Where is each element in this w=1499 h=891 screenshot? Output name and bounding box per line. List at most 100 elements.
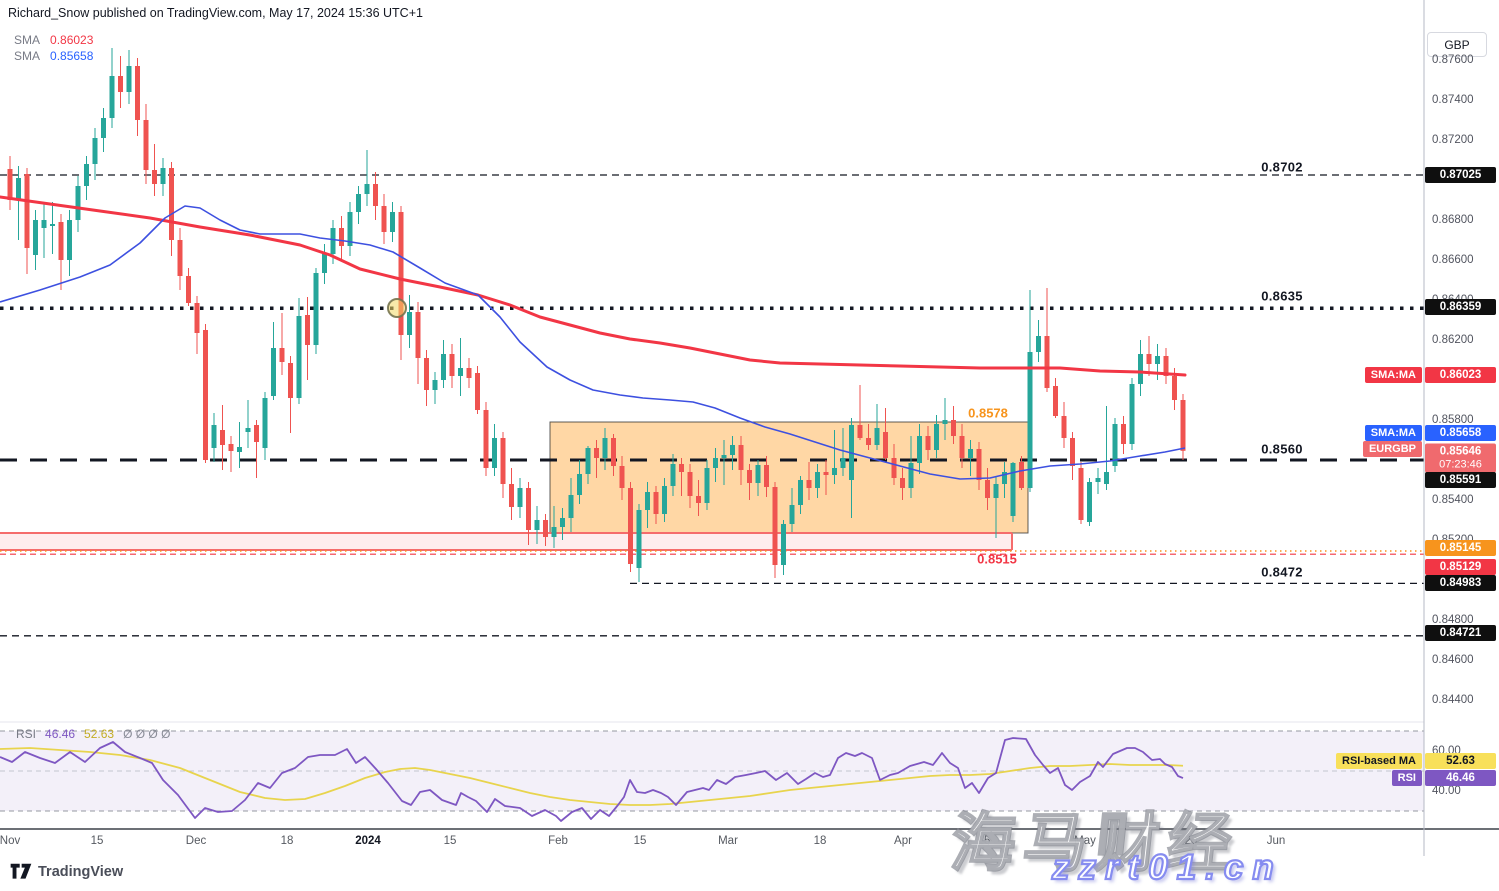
candle-body [1010, 463, 1016, 516]
candle-body [126, 66, 132, 92]
candle-body [347, 212, 353, 246]
candle-body [1155, 356, 1160, 364]
candle-body [1036, 336, 1041, 352]
candle-body [840, 458, 846, 468]
candle-body [1002, 472, 1007, 484]
candle-body [662, 486, 667, 514]
candle-body [483, 410, 489, 468]
candle-body [288, 363, 293, 398]
candle-body [806, 480, 812, 488]
currency-toggle-button[interactable]: GBP [1427, 32, 1487, 57]
candle-body [500, 438, 506, 484]
candle-body [951, 420, 956, 436]
sma-fast-line [0, 205, 1186, 480]
candle-body [1146, 354, 1152, 364]
candle-body [169, 168, 174, 240]
candle-body [900, 478, 905, 488]
candle-body [279, 348, 285, 362]
candle-body [160, 168, 166, 184]
candle-body [832, 468, 837, 475]
candle-body [262, 398, 268, 448]
candle-body [84, 164, 89, 186]
candle-body [1138, 354, 1143, 384]
candle-body [976, 449, 982, 480]
candle-body [381, 206, 387, 232]
candle-body [1104, 472, 1109, 484]
candle-body [755, 465, 761, 483]
candle-body [908, 463, 914, 488]
candle-body [679, 464, 684, 472]
candle-body [16, 178, 21, 200]
candle-body [339, 228, 344, 246]
candle-body [815, 472, 820, 488]
candle-body [577, 474, 582, 495]
candle-body [364, 184, 370, 194]
candle-body [228, 444, 234, 451]
candle-body [305, 315, 310, 345]
candle-body [1019, 462, 1024, 488]
candle-body [934, 424, 939, 450]
rsi-ma-line [0, 747, 1184, 806]
candle-body [713, 458, 718, 468]
tradingview-brand: TradingView [38, 863, 124, 880]
candle-body [24, 174, 30, 248]
candle-body [721, 455, 727, 458]
candle-body [1180, 400, 1186, 451]
candle-body [1061, 416, 1067, 438]
candle-body [645, 492, 650, 510]
candle-body [398, 212, 404, 335]
tradingview-logo-link[interactable]: TradingView [10, 863, 123, 880]
candle-body [75, 186, 81, 220]
candle-body [92, 138, 98, 164]
candle-body [245, 428, 251, 432]
candle-body [866, 438, 871, 445]
candle-body [373, 184, 378, 206]
candle-body [747, 470, 752, 483]
candle-body [33, 220, 38, 255]
candle-body [1172, 376, 1177, 400]
candle-body [1027, 352, 1033, 488]
candle-body [211, 425, 217, 448]
candle-body [237, 447, 242, 452]
candle-body [985, 480, 990, 498]
candle-body [509, 484, 514, 507]
candle-body [50, 224, 55, 226]
candle-body [1070, 438, 1075, 466]
candle-body [492, 438, 497, 468]
candle-body [407, 312, 412, 335]
candle-body [993, 484, 999, 498]
candle-body [135, 66, 140, 120]
candle-body [883, 432, 888, 458]
candle-body [1129, 384, 1135, 444]
sma-slow-line [0, 195, 1187, 377]
candle-body [441, 354, 446, 380]
candle-body [857, 425, 863, 438]
candle-body [177, 240, 183, 276]
candle-body [611, 438, 616, 466]
candle-body [271, 348, 276, 396]
candle-body [789, 505, 795, 524]
candle-body [585, 448, 591, 474]
candle-body [543, 520, 548, 537]
candle-body [458, 368, 463, 376]
candle-body [432, 380, 438, 390]
candle-body [1095, 478, 1101, 482]
candle-body [143, 120, 149, 170]
candle-body [7, 169, 13, 200]
candle-body [738, 445, 744, 470]
candle-body [390, 212, 395, 232]
candle-body [356, 194, 361, 212]
candle-body [118, 76, 123, 92]
candle-body [730, 445, 735, 455]
candle-body [874, 428, 880, 445]
demand-zone-band [0, 533, 1012, 550]
candle-body [619, 466, 625, 488]
candle-body [594, 448, 599, 458]
candle-body [67, 220, 72, 260]
candle-body [1163, 356, 1169, 376]
candle-body [526, 488, 531, 530]
candle-body [968, 449, 973, 458]
candle-body [602, 438, 608, 458]
